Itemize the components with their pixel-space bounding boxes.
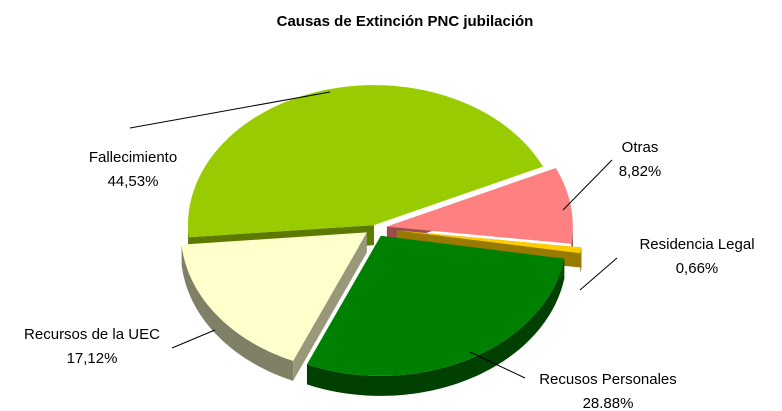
slice-value-label: 8,82% [619, 163, 662, 180]
slice-value-label: 44,53% [108, 173, 159, 190]
slice-label: Otras [622, 139, 659, 156]
slice-side [181, 244, 294, 381]
slice-side [306, 258, 565, 396]
slice-label: Recursos de la UEC [24, 326, 160, 343]
slice-value-label: 0,66% [676, 260, 719, 277]
labels: Fallecimiento 44,53% Otras 8,82% Residencia … [24, 91, 755, 411]
leader-line [562, 159, 613, 211]
slice-value-label: 28.88% [583, 395, 634, 411]
slice [306, 235, 565, 376]
slice [187, 85, 543, 238]
slice-label: Residencia Legal [639, 236, 754, 253]
slice-label: Fallecimiento [89, 149, 177, 166]
slice [396, 230, 582, 254]
leader-line [171, 329, 216, 349]
slice-value-label: 17,12% [67, 350, 118, 367]
slice [386, 168, 573, 244]
slice-label: Recusos Personales [539, 371, 677, 388]
leader-line [469, 351, 526, 379]
slice [181, 232, 367, 361]
slice-wall [293, 232, 367, 381]
leader-line [579, 257, 618, 291]
leader-line [129, 91, 331, 129]
pie-tops [181, 85, 582, 376]
chart-title: Causas de Extinción PNC jubilación [277, 13, 534, 30]
